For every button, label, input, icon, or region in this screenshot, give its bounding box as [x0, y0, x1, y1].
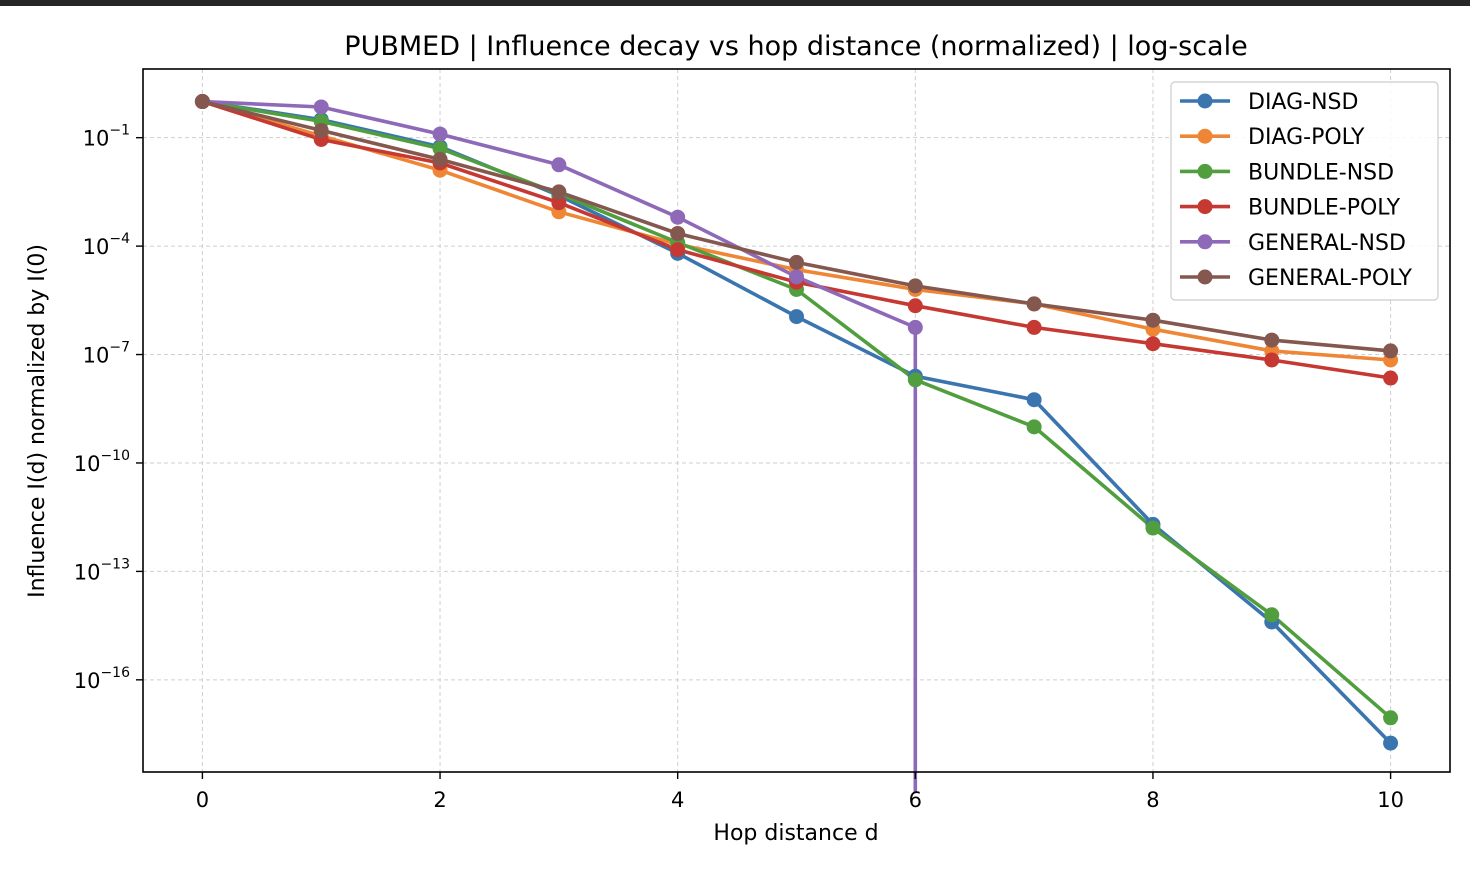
legend-box	[1170, 81, 1439, 301]
legend-marker-bundle-nsd	[1197, 163, 1213, 179]
data-point-bundle-poly	[907, 298, 923, 314]
y-tick-label: 10−13	[74, 556, 130, 584]
y-tick-label: 10−4	[83, 231, 130, 259]
data-point-bundle-poly	[670, 242, 686, 258]
legend-label-diag-nsd: DIAG-NSD	[1248, 90, 1358, 115]
y-tick-label: 10−7	[83, 340, 130, 368]
data-point-bundle-nsd	[1145, 520, 1161, 536]
data-point-diag-nsd	[1026, 392, 1042, 408]
legend-marker-diag-nsd	[1197, 93, 1213, 109]
data-point-bundle-nsd	[907, 372, 923, 388]
data-point-general-nsd	[313, 99, 329, 115]
data-point-bundle-poly	[1264, 352, 1280, 368]
x-tick-label: 0	[196, 788, 209, 812]
x-axis-label: Hop distance d	[713, 821, 878, 846]
plot-frame	[142, 68, 1451, 773]
data-point-general-poly	[1383, 343, 1399, 359]
series-line-general-nsd	[202, 99, 918, 792]
chart-title: PUBMED | Influence decay vs hop distance…	[344, 31, 1247, 62]
x-tick-label: 6	[909, 788, 922, 812]
y-axis-label: Influence I(d) normalized by I(0)	[25, 244, 50, 598]
window-top-bar	[0, 0, 1470, 6]
data-point-bundle-poly	[1383, 370, 1399, 386]
data-point-bundle-poly	[1145, 336, 1161, 352]
data-point-general-poly	[1026, 296, 1042, 312]
legend-label-bundle-nsd: BUNDLE-NSD	[1248, 160, 1394, 185]
data-point-general-poly	[907, 278, 923, 294]
legend-marker-bundle-poly	[1197, 199, 1213, 215]
data-point-general-poly	[670, 225, 686, 241]
data-point-bundle-poly	[1026, 319, 1042, 335]
legend-label-general-nsd: GENERAL-NSD	[1248, 231, 1406, 256]
x-tick-label: 8	[1146, 788, 1159, 812]
data-point-general-poly	[551, 184, 567, 200]
series-markers	[194, 94, 1399, 751]
data-point-bundle-nsd	[1383, 710, 1399, 726]
legend: DIAG-NSD DIAG-POLY BUNDLE-NSD BUNDLE-POLY GE…	[1170, 81, 1439, 301]
y-tick-label: 10−1	[83, 123, 130, 151]
legend-marker-general-nsd	[1197, 234, 1213, 250]
data-point-general-poly	[1145, 312, 1161, 328]
data-point-general-poly	[789, 254, 804, 270]
y-tick-label: 10−16	[74, 665, 130, 693]
data-point-general-nsd	[670, 209, 686, 225]
x-tick-label: 4	[671, 788, 684, 812]
legend-label-diag-poly: DIAG-POLY	[1248, 125, 1365, 150]
data-point-diag-nsd	[1383, 735, 1399, 751]
data-point-bundle-nsd	[1264, 607, 1280, 623]
data-point-general-poly	[432, 151, 448, 167]
y-tick-label: 10−10	[74, 448, 130, 476]
x-axis-ticks: 0 2 4 6 8 10	[196, 772, 1404, 812]
data-point-bundle-nsd	[432, 141, 448, 157]
legend-label-general-poly: GENERAL-POLY	[1248, 266, 1412, 291]
data-point-general-nsd	[907, 319, 923, 335]
data-point-general-nsd	[551, 157, 567, 173]
data-point-general-poly	[194, 94, 210, 110]
data-point-bundle-poly	[551, 195, 567, 211]
data-point-general-nsd	[432, 126, 448, 142]
grid	[143, 69, 1450, 772]
data-point-diag-nsd	[789, 309, 804, 325]
data-point-general-nsd	[789, 269, 804, 285]
legend-marker-general-poly	[1197, 269, 1213, 285]
y-axis-ticks: 10−1 10−4 10−7 10−10 10−13 10−16	[74, 123, 143, 693]
legend-label-bundle-poly: BUNDLE-POLY	[1248, 196, 1401, 221]
data-point-bundle-nsd	[1026, 419, 1042, 435]
legend-marker-diag-poly	[1197, 128, 1213, 144]
x-tick-label: 2	[433, 788, 446, 812]
data-point-general-poly	[313, 122, 329, 138]
data-point-general-poly	[1264, 332, 1280, 348]
x-tick-label: 10	[1377, 788, 1404, 812]
